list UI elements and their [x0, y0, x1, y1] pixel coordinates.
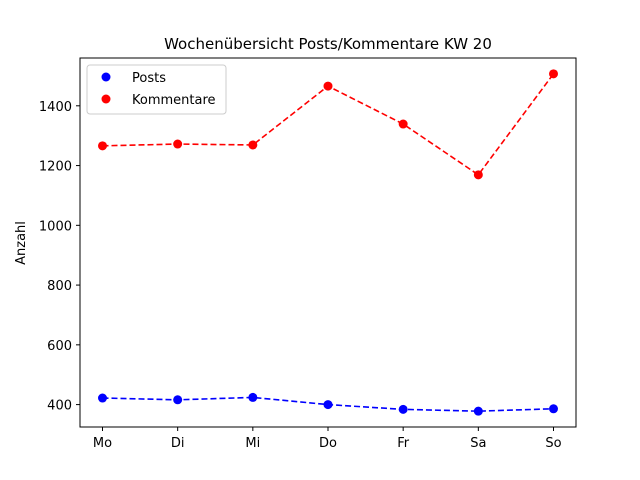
x-tick-label: So [545, 436, 561, 451]
legend-marker-posts [101, 72, 111, 82]
data-point-kommentare [398, 119, 408, 129]
data-point-posts [549, 404, 558, 414]
data-point-kommentare [173, 139, 183, 149]
y-axis-label: Anzahl [14, 221, 29, 265]
y-tick-label: 1200 [39, 160, 72, 175]
data-point-kommentare [248, 140, 258, 150]
y-tick-label: 600 [47, 339, 72, 354]
data-point-kommentare [323, 81, 333, 91]
data-point-posts [173, 395, 183, 405]
data-point-kommentare [549, 69, 558, 79]
data-point-posts [398, 404, 408, 414]
legend: Posts Kommentare [86, 64, 227, 115]
data-point-posts [473, 406, 483, 416]
y-tick-label: 800 [47, 279, 72, 294]
y-tick-label: 1000 [39, 219, 72, 234]
x-tick-label: Fr [397, 436, 410, 451]
legend-box [86, 64, 227, 115]
data-point-posts [98, 393, 107, 403]
data-point-kommentare [98, 141, 107, 151]
x-tick-label: Mo [93, 436, 112, 451]
plot-area: Mo Di Mi Do Fr Sa So 400 600 800 1000 1200 1400 [39, 57, 577, 451]
x-tick-label: Do [319, 436, 337, 451]
data-point-posts [248, 392, 258, 402]
y-tick-label: 400 [47, 399, 72, 414]
y-tick-label: 1400 [39, 100, 72, 115]
legend-label-kommentare: Kommentare [132, 93, 216, 108]
x-tick-label: Mi [245, 436, 260, 451]
chart-title: Wochenübersicht Posts/Kommentare KW 20 [164, 35, 492, 53]
data-point-kommentare [473, 170, 483, 180]
legend-label-posts: Posts [132, 71, 166, 86]
x-tick-label: Di [171, 436, 185, 451]
legend-marker-kommentare [101, 94, 111, 104]
data-point-posts [323, 400, 333, 410]
x-tick-label: Sa [470, 436, 486, 451]
